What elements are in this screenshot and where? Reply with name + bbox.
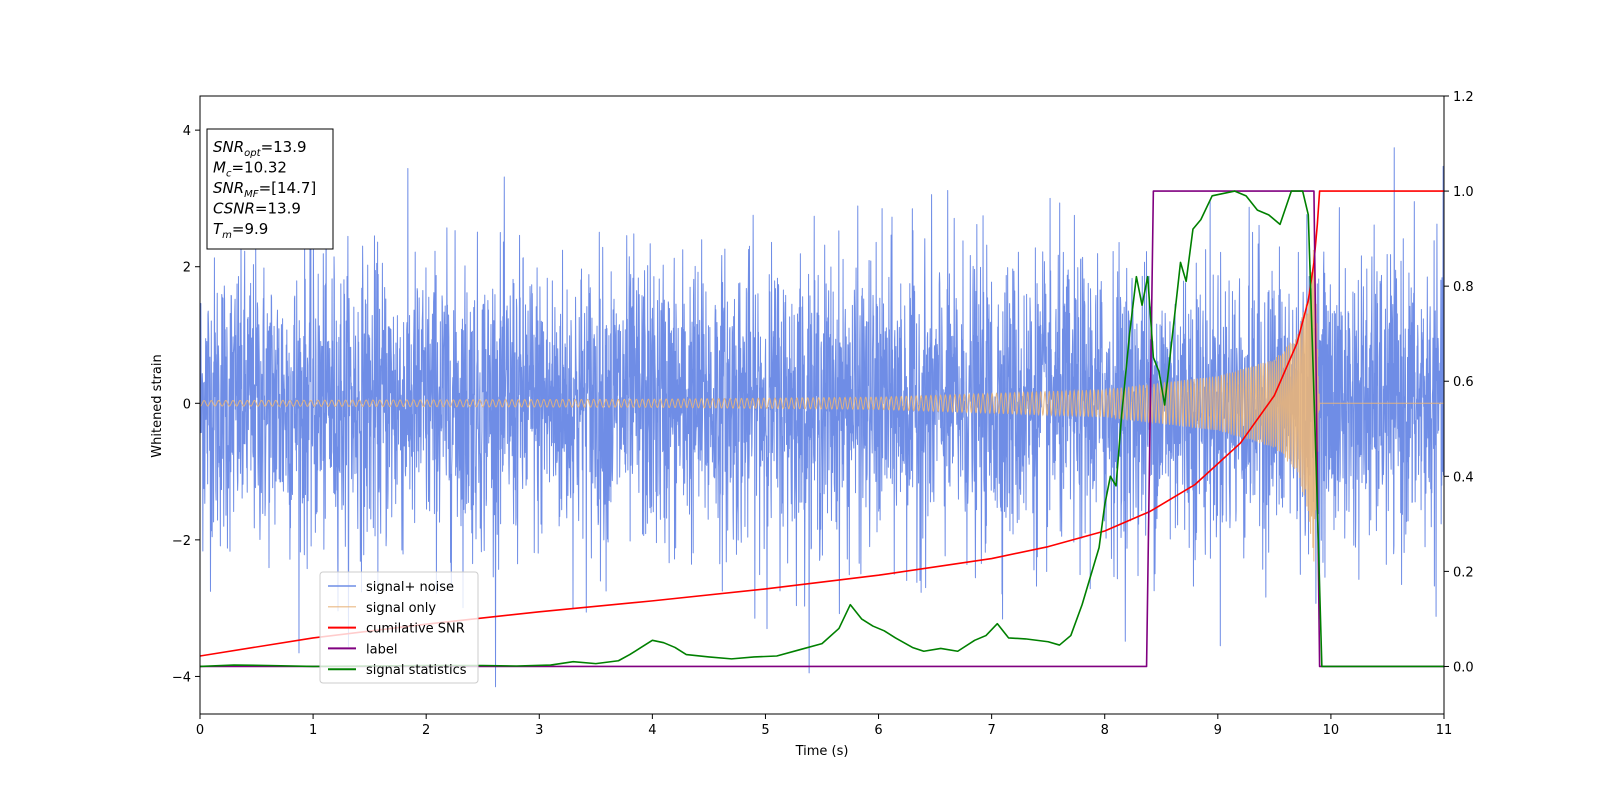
- series-signal-only-line: [200, 249, 1444, 562]
- x-tick-label: 10: [1323, 723, 1340, 738]
- x-tick-label: 1: [309, 723, 317, 738]
- left-y-tick-label: −4: [172, 670, 191, 685]
- info-box-line: CSNR=13.9: [213, 200, 301, 218]
- left-y-axis-ticks: −4 −2 0 2 4: [172, 124, 200, 685]
- legend: signal+ noise signal only cumilative SNR la…: [319, 571, 479, 684]
- x-tick-label: 2: [422, 723, 430, 738]
- left-y-tick-label: 2: [183, 261, 191, 276]
- info-box-line: Tm=9.9: [213, 220, 268, 241]
- x-tick-label: 5: [761, 723, 769, 738]
- left-y-axis-label: Whitened strain: [150, 354, 165, 457]
- legend-label-label: label: [366, 642, 397, 657]
- right-y-tick-label: 0.8: [1453, 280, 1474, 295]
- info-box-frame: [206, 128, 334, 250]
- left-y-tick-label: 4: [183, 124, 191, 139]
- x-tick-label: 3: [535, 723, 543, 738]
- series-signal-noise-line: [200, 147, 1444, 688]
- x-tick-label: 11: [1436, 723, 1453, 738]
- x-tick-label: 7: [987, 723, 995, 738]
- legend-label-signal-noise: signal+ noise: [366, 580, 454, 595]
- x-tick-label: 0: [196, 723, 204, 738]
- series-layer: [200, 147, 1444, 688]
- legend-label-signal-only: signal only: [366, 601, 436, 616]
- series-signal-statistics-line: [200, 190, 1444, 668]
- legend-label-cumilative-snr: cumilative SNR: [366, 622, 465, 637]
- info-box: SNRopt=13.9Mc=10.32SNRMF=[14.7]CSNR=13.9…: [206, 128, 334, 250]
- right-y-tick-label: 0.6: [1453, 375, 1474, 390]
- left-y-tick-label: −2: [172, 534, 191, 549]
- right-y-tick-label: 0.0: [1453, 660, 1474, 675]
- right-y-tick-label: 0.2: [1453, 565, 1474, 580]
- plot-area: [200, 147, 1444, 688]
- x-tick-label: 9: [1214, 723, 1222, 738]
- x-tick-label: 4: [648, 723, 656, 738]
- series-cumilative-snr-line: [200, 190, 1444, 657]
- info-box-line: SNRopt=13.9: [213, 138, 307, 159]
- info-box-line: SNRMF=[14.7]: [213, 179, 316, 200]
- x-axis-label: Time (s): [795, 744, 849, 759]
- legend-label-signal-statistics: signal statistics: [366, 663, 467, 678]
- x-tick-label: 8: [1101, 723, 1109, 738]
- right-y-tick-label: 1.0: [1453, 185, 1474, 200]
- legend-frame: [319, 571, 479, 684]
- right-y-tick-label: 0.4: [1453, 470, 1474, 485]
- right-y-tick-label: 1.2: [1453, 90, 1474, 105]
- left-y-tick-label: 0: [183, 397, 191, 412]
- right-y-axis-ticks: 0.0 0.2 0.4 0.6 0.8 1.0 1.2: [1444, 90, 1474, 675]
- axes-frame: [199, 95, 1445, 715]
- x-tick-label: 6: [874, 723, 882, 738]
- info-box-line: Mc=10.32: [213, 159, 287, 180]
- x-axis-ticks: 0 1 2 3 4 5 6 7 8 9 10 11: [196, 714, 1452, 738]
